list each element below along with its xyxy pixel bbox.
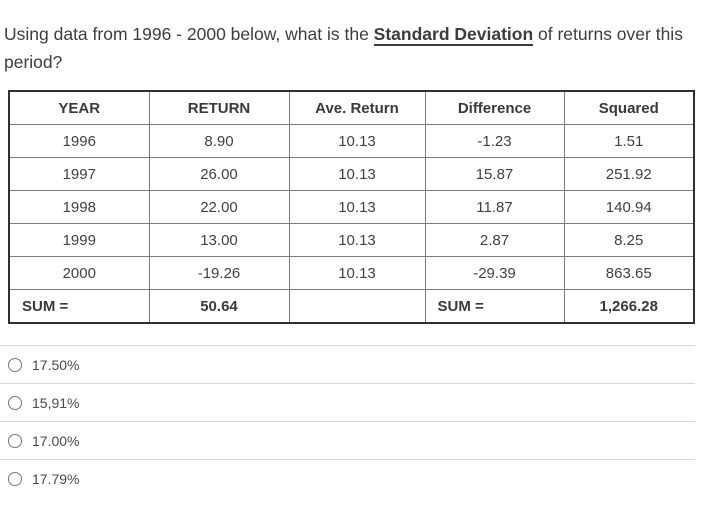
answer-option-3[interactable]: 17.00% [0,421,695,459]
table-cell: 1997 [8,157,150,191]
table-row: 1996 8.90 10.13 -1.23 1.51 [8,124,695,158]
sum-label-cell: SUM = [8,289,150,324]
column-header-return: RETURN [148,90,290,125]
table-header-row: YEAR RETURN Ave. Return Difference Squar… [8,90,695,125]
column-header-ave-return: Ave. Return [288,90,426,125]
answer-option-1[interactable]: 17.50% [0,345,695,383]
empty-cell [288,289,426,324]
radio-button-icon[interactable] [8,471,22,486]
table-cell: 8.25 [563,223,695,257]
table-row: 2000 -19.26 10.13 -29.39 863.65 [8,256,695,290]
table-cell: 1.51 [563,124,695,158]
table-row: 1999 13.00 10.13 2.87 8.25 [8,223,695,257]
answer-option-4[interactable]: 17.79% [0,459,695,497]
data-table: YEAR RETURN Ave. Return Difference Squar… [8,90,695,324]
answer-option-2[interactable]: 15,91% [0,383,695,421]
table-cell: 10.13 [288,124,426,158]
option-label: 17.50% [32,356,80,373]
table-cell: 2.87 [424,223,565,257]
table-cell: 1999 [8,223,150,257]
table-cell: 13.00 [148,223,290,257]
option-label: 15,91% [32,394,80,411]
table-cell: 15.87 [424,157,565,191]
column-header-squared: Squared [563,90,695,125]
sum-label-cell: SUM = [424,289,565,324]
radio-button-icon[interactable] [8,433,22,448]
option-label: 17.00% [32,432,80,449]
table-cell: -19.26 [148,256,290,290]
column-header-year: YEAR [8,90,150,125]
table-cell: 2000 [8,256,150,290]
radio-button-icon[interactable] [8,395,22,410]
table-cell: 10.13 [288,223,426,257]
table-cell: 140.94 [563,190,695,224]
table-cell: -29.39 [424,256,565,290]
table-cell: -1.23 [424,124,565,158]
question-emphasis: Standard Deviation [373,24,534,46]
table-cell: 863.65 [563,256,695,290]
table-cell: 10.13 [288,256,426,290]
question-suffix: of returns over this period? [4,24,683,72]
table-cell: 10.13 [288,157,426,191]
question-prefix: Using data from 1996 - 2000 below, what … [4,24,374,44]
table-cell: 26.00 [148,157,290,191]
sum-squared-cell: 1,266.28 [563,289,695,324]
option-label: 17.79% [32,470,80,487]
table-cell: 1998 [8,190,150,224]
table-row: 1998 22.00 10.13 11.87 140.94 [8,190,695,224]
radio-button-icon[interactable] [8,357,22,372]
question-text: Using data from 1996 - 2000 below, what … [4,20,696,76]
table-cell: 1996 [8,124,150,158]
answer-options: 17.50% 15,91% 17.00% 17.79% [0,345,695,497]
table-cell: 11.87 [424,190,565,224]
table-cell: 251.92 [563,157,695,191]
sum-return-cell: 50.64 [148,289,290,324]
column-header-difference: Difference [424,90,565,125]
table-sum-row: SUM = 50.64 SUM = 1,266.28 [8,289,695,324]
table-row: 1997 26.00 10.13 15.87 251.92 [8,157,695,191]
table-cell: 22.00 [148,190,290,224]
table-cell: 10.13 [288,190,426,224]
table-cell: 8.90 [148,124,290,158]
